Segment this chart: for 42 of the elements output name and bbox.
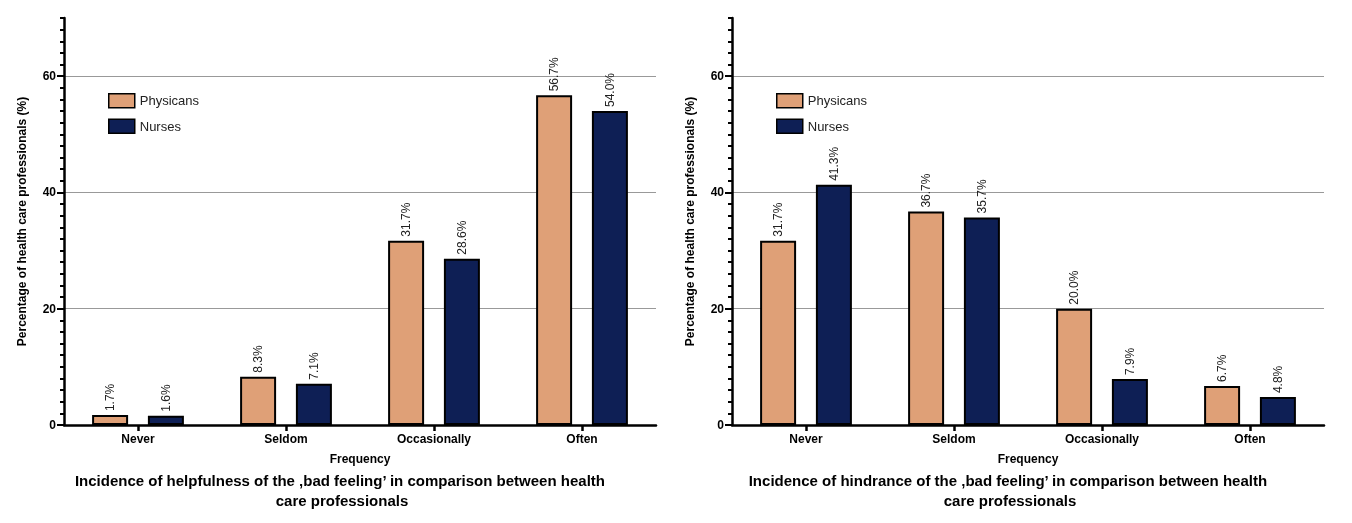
legend-label: Physicans — [807, 93, 868, 109]
data-label: 31.7% — [399, 202, 414, 237]
x-tick-label: Occasionally — [1064, 432, 1140, 446]
data-label: 36.7% — [919, 173, 934, 208]
y-tick-label: 60 — [42, 69, 57, 84]
data-label: 56.7% — [547, 56, 562, 92]
text: Incidence of helpfulness of the ‚bad feeling’ in comparison between health care professionals — [74, 471, 610, 509]
data-label: 6.7% — [1215, 354, 1230, 383]
x-tick-label: Never — [789, 432, 824, 446]
y-tick-label: 20 — [710, 301, 725, 316]
legend-label: Nurses — [139, 118, 182, 134]
y-tick-label: 60 — [710, 69, 725, 84]
y-tick-label: 40 — [710, 185, 725, 200]
y-axis-title: Percentage of health care professionals (%) — [15, 96, 29, 347]
data-label: 35.7% — [974, 179, 989, 214]
data-label: 1.7% — [103, 383, 118, 412]
x-tick-label: Often — [1234, 432, 1266, 446]
legend-label: Nurses — [807, 118, 850, 134]
data-label: 41.3% — [826, 146, 841, 181]
x-tick-label: Seldom — [264, 432, 308, 446]
text: Incidence of hindrance of the ‚bad feeling’ in comparison between health care professionals — [748, 471, 1272, 509]
x-tick-label: Never — [121, 432, 156, 446]
x-axis-title: Frequency — [329, 452, 391, 466]
x-axis-title: Frequency — [997, 452, 1059, 466]
data-label: 20.0% — [1067, 270, 1082, 305]
y-axis-title: Percentage of health care professionals (%) — [683, 96, 697, 347]
legend-label: Physicans — [139, 93, 200, 109]
x-tick-label: Seldom — [932, 432, 976, 446]
y-tick-label: 0 — [717, 418, 725, 432]
y-tick-label: 20 — [42, 301, 57, 316]
y-tick-label: 40 — [42, 185, 57, 200]
data-label: 1.6% — [158, 384, 173, 412]
data-label: 31.7% — [771, 202, 786, 237]
data-label: 7.9% — [1122, 347, 1137, 376]
data-label: 54.0% — [602, 72, 617, 108]
data-label: 4.8% — [1270, 365, 1285, 394]
x-tick-label: Often — [566, 432, 598, 446]
x-tick-label: Occasionally — [396, 432, 472, 446]
y-tick-label: 0 — [49, 418, 57, 432]
data-label: 8.3% — [251, 345, 266, 373]
data-label: 28.6% — [454, 220, 469, 255]
data-label: 7.1% — [306, 352, 321, 380]
